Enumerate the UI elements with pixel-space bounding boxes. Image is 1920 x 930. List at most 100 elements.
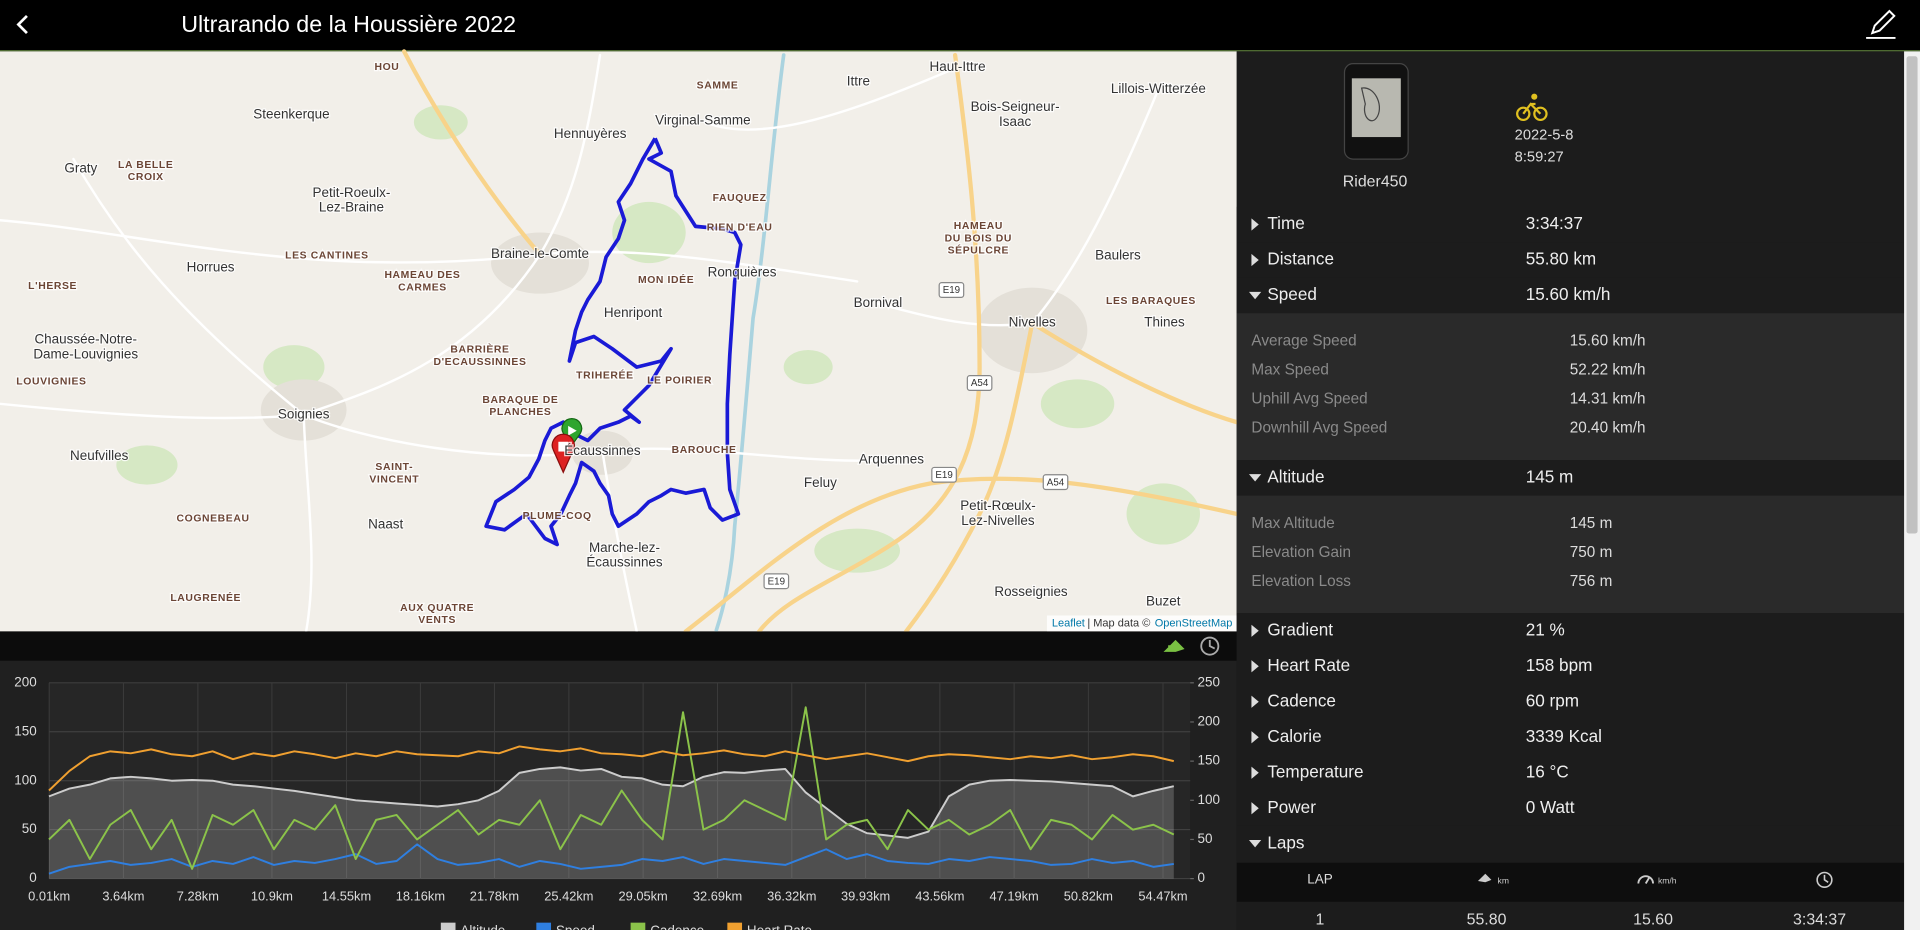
collapsed-arrow[interactable] xyxy=(1251,253,1259,267)
series-line xyxy=(48,766,1175,839)
lap-row[interactable] xyxy=(1236,901,1905,930)
town-label: Ittre xyxy=(847,74,870,89)
locality-label: L'HERSE xyxy=(28,281,77,292)
road-shield xyxy=(931,466,957,483)
stat-value: 55.80 km xyxy=(1526,249,1596,269)
collapsed-arrow[interactable] xyxy=(1251,802,1259,815)
stat-label: Distance xyxy=(1267,249,1334,269)
detail-value: 750 m xyxy=(1570,544,1613,561)
stat-label: Speed xyxy=(1267,284,1317,304)
detail-value: 14.31 km/h xyxy=(1570,390,1646,407)
collapsed-arrow[interactable] xyxy=(1251,660,1259,673)
x-tick-label: 0.01km xyxy=(28,888,70,903)
town-label: Lillois-Witterzée xyxy=(1111,81,1206,96)
time-mode-button[interactable] xyxy=(1200,636,1220,656)
stat-value: 15.60 km/h xyxy=(1526,284,1611,304)
detail-label: Uphill Avg Speed xyxy=(1251,390,1367,407)
locality-label: LES BARAQUES xyxy=(1106,296,1196,307)
stat-row[interactable] xyxy=(1236,648,1905,685)
stat-row[interactable] xyxy=(1236,206,1905,243)
legend-swatch[interactable] xyxy=(630,922,646,930)
locality-label: SAINT- xyxy=(375,462,413,473)
town-label: Soignies xyxy=(278,406,330,421)
locality-label: LAUGRENÉE xyxy=(170,591,241,604)
collapsed-arrow[interactable] xyxy=(1251,695,1259,708)
x-tick-label: 43.56km xyxy=(915,888,964,903)
legend-swatch[interactable] xyxy=(727,922,743,930)
legend-label[interactable]: Altitude xyxy=(460,923,505,930)
stat-value: 3339 Kcal xyxy=(1526,726,1602,746)
road-number: E19 xyxy=(935,470,952,481)
legend-label[interactable]: Cadence xyxy=(650,923,704,930)
y2-tick-label: 150 xyxy=(1198,753,1220,768)
chart-toolbar xyxy=(0,631,1237,661)
legend-swatch[interactable] xyxy=(440,922,456,930)
x-tick-label: 47.19km xyxy=(989,888,1038,903)
collapsed-arrow[interactable] xyxy=(1251,766,1259,779)
x-tick-label: 10.9km xyxy=(251,888,293,903)
end-marker[interactable] xyxy=(551,433,575,474)
road-shield xyxy=(938,282,965,298)
laps-header xyxy=(1236,862,1905,902)
detail-label: Max Speed xyxy=(1251,361,1328,378)
detail-value: 20.40 km/h xyxy=(1570,419,1646,436)
start-marker[interactable] xyxy=(561,418,583,447)
chart: 0 50 100 150 200 0 50 100 150 200 250 0.01km 3.64km 7… xyxy=(14,674,1220,930)
collapsed-arrow[interactable] xyxy=(1251,218,1259,231)
locality-label: PLUME-COQ xyxy=(523,511,592,522)
stat-details xyxy=(1236,313,1905,461)
x-tick-label: 18.16km xyxy=(396,888,445,903)
town-label: Bois-Seigneur- xyxy=(971,99,1060,114)
legend-label[interactable]: Heart Rate xyxy=(747,923,812,930)
stat-row[interactable] xyxy=(1236,755,1905,791)
locality-label: BARAQUE DE xyxy=(482,395,558,406)
attribution-leaflet[interactable]: Leaflet xyxy=(1052,617,1085,629)
legend-swatch[interactable] xyxy=(536,922,552,930)
back-button[interactable] xyxy=(16,14,28,34)
stat-label: Laps xyxy=(1267,832,1304,852)
locality-label: HAMEAU DES xyxy=(384,270,460,281)
stat-row[interactable] xyxy=(1236,684,1905,720)
expanded-arrow[interactable] xyxy=(1248,474,1262,482)
stat-row[interactable] xyxy=(1236,460,1905,496)
x-tick-label: 7.28km xyxy=(177,888,219,903)
woods xyxy=(116,105,1200,573)
stat-row[interactable] xyxy=(1236,719,1905,756)
locality-label: CARMES xyxy=(398,282,447,293)
stat-row[interactable] xyxy=(1236,242,1905,278)
collapsed-arrow[interactable] xyxy=(1251,731,1259,744)
stat-row[interactable] xyxy=(1236,790,1905,826)
laps-header-lap: LAP xyxy=(1307,871,1332,886)
locality-label: BARRIÈRE xyxy=(450,343,509,356)
distance-mode-button[interactable] xyxy=(1163,639,1185,652)
detail-label: Elevation Gain xyxy=(1251,544,1351,561)
scrollbar-thumb[interactable] xyxy=(1906,56,1918,534)
y-tick-label: 200 xyxy=(14,674,36,689)
locality-label: SAMME xyxy=(697,80,739,91)
edit-button[interactable] xyxy=(1866,9,1896,39)
town-label: Neufvilles xyxy=(70,448,129,463)
activity-icon xyxy=(1516,93,1548,122)
attribution-osm[interactable]: OpenStreetMap xyxy=(1155,617,1233,629)
locality-label: LE POIRIER xyxy=(647,375,712,386)
x-tick-label: 39.93km xyxy=(841,888,890,903)
series-area xyxy=(48,767,1174,879)
lap-cell: 1 xyxy=(1316,911,1325,928)
locality-label: VENTS xyxy=(418,615,456,626)
stat-row[interactable] xyxy=(1236,277,1905,314)
collapsed-arrow[interactable] xyxy=(1251,624,1259,637)
town-label: Écaussinnes xyxy=(564,443,641,458)
header-bar xyxy=(0,0,1920,52)
town-label: Graty xyxy=(64,160,97,175)
map[interactable]: Hennuyères Virginal-Samme Ittre Haut-Ittre L… xyxy=(0,49,1239,634)
expanded-arrow[interactable] xyxy=(1248,840,1262,848)
stat-row[interactable] xyxy=(1236,613,1905,649)
expanded-arrow[interactable] xyxy=(1248,291,1262,300)
stat-row[interactable] xyxy=(1236,825,1905,862)
stat-label: Time xyxy=(1267,213,1304,233)
speed-icon xyxy=(1637,875,1654,884)
town-label: Naast xyxy=(368,517,403,532)
legend-label[interactable]: Speed xyxy=(556,923,595,930)
lap-cell: 55.80 xyxy=(1467,911,1507,928)
